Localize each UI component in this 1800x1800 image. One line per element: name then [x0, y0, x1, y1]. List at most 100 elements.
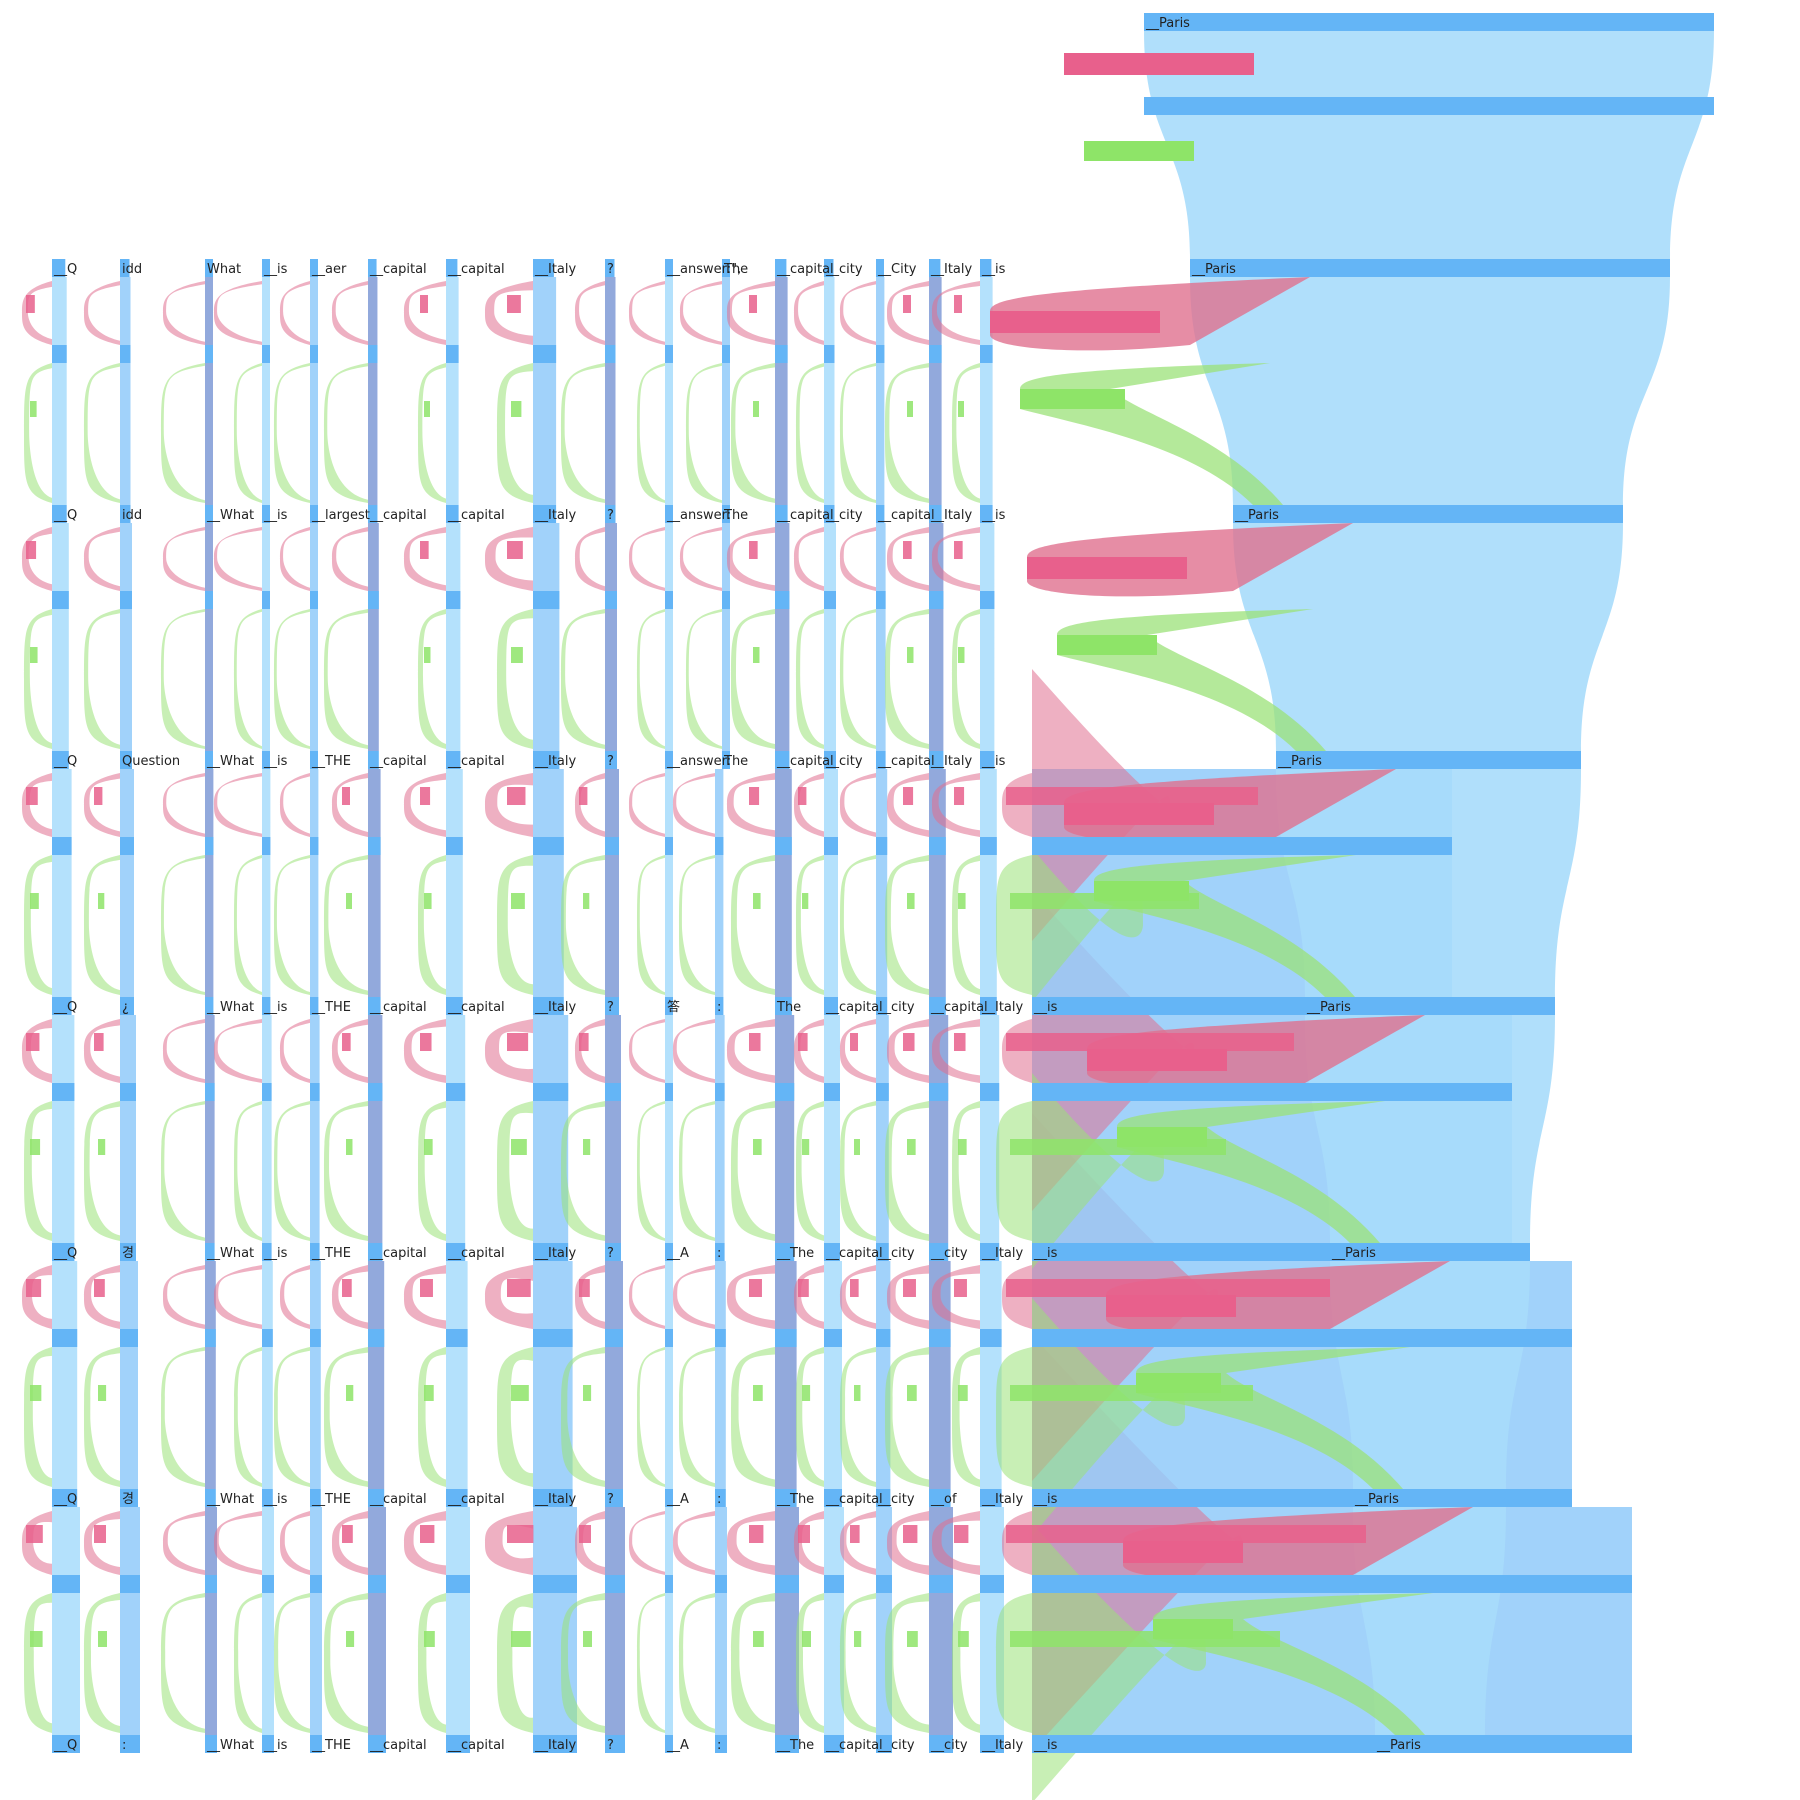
- attention-node: [579, 1033, 589, 1051]
- token-bar: [262, 997, 271, 1015]
- token-bar: [205, 751, 213, 769]
- residual-flow: [605, 1015, 621, 1243]
- token-bar: [722, 259, 730, 277]
- token-label: __Italy: [981, 1738, 1024, 1753]
- mlp-flow: [637, 1593, 665, 1733]
- residual-flow: [775, 769, 792, 997]
- attention-node: [903, 1279, 916, 1297]
- token-label: __is: [263, 262, 288, 277]
- residual-flow: [929, 277, 942, 505]
- residual-flow: [824, 1261, 842, 1489]
- residual-flow: [120, 1015, 136, 1243]
- token-label: __A: [666, 1492, 689, 1507]
- mlp-flow: [161, 609, 205, 749]
- attention-flow: [932, 281, 980, 345]
- mlp-flow: [637, 1101, 665, 1241]
- token-label: __capital: [877, 508, 935, 523]
- attention-flow: [932, 1511, 980, 1575]
- mlp-flow: [637, 855, 665, 995]
- mlp-flow: [497, 1593, 533, 1733]
- token-bar: [605, 505, 616, 523]
- token-label: __is: [1033, 1492, 1058, 1507]
- mlp-node: [1020, 389, 1125, 409]
- mlp-node: [346, 1631, 355, 1647]
- mlp-flow: [418, 1347, 446, 1487]
- residual-node: [980, 1083, 1000, 1101]
- token-bar: [715, 1735, 727, 1753]
- residual-node: [52, 1329, 78, 1347]
- token-bar: [876, 1489, 891, 1507]
- token-label: __capital: [447, 1000, 505, 1015]
- token-label: __capital: [369, 1000, 427, 1015]
- mlp-node: [753, 1139, 762, 1155]
- mlp-flow: [840, 1101, 876, 1241]
- output-token-label: __Paris: [1145, 16, 1190, 31]
- residual-node: [775, 837, 792, 855]
- mlp-node: [346, 893, 352, 909]
- residual-node: [824, 1329, 842, 1347]
- mlp-flow: [24, 855, 52, 995]
- residual-flow: [368, 1261, 385, 1489]
- residual-node: [368, 591, 379, 609]
- token-bar: [368, 751, 379, 769]
- residual-node: [368, 1329, 385, 1347]
- attention-node: [1064, 803, 1214, 825]
- token-label: __Paris: [1306, 1000, 1351, 1015]
- token-label: __Paris: [1234, 508, 1279, 523]
- attention-flow: [840, 281, 876, 345]
- attention-flow: [280, 281, 310, 345]
- attention-flow: [794, 281, 824, 345]
- token-bar: [605, 1735, 625, 1753]
- token-label: 경: [122, 1246, 134, 1261]
- token-bar: [980, 259, 992, 277]
- residual-flow: [824, 523, 836, 751]
- token-bar: [715, 1243, 725, 1261]
- attention-flow: [485, 773, 533, 837]
- residual-flow: [120, 1261, 138, 1489]
- token-bar: [980, 1735, 1004, 1753]
- token-bar: [52, 259, 66, 277]
- attention-flow: [575, 527, 605, 591]
- residual-node: [120, 591, 132, 609]
- residual-node: [876, 1575, 892, 1593]
- mlp-flow: [234, 1593, 262, 1733]
- residual-flow: [310, 1507, 322, 1735]
- mlp-flow: [840, 1347, 876, 1487]
- attention-node: [954, 1279, 967, 1297]
- mlp-flow: [234, 609, 262, 749]
- attention-node: [1006, 787, 1258, 805]
- residual-node: [715, 837, 724, 855]
- mlp-node: [1117, 1127, 1207, 1147]
- token-label: __Italy: [981, 1246, 1024, 1261]
- token-label: __Italy: [981, 1492, 1024, 1507]
- residual-flow: [310, 769, 319, 997]
- residual-node: [605, 1575, 625, 1593]
- mlp-flow: [234, 855, 262, 995]
- mlp-flow: [885, 1101, 929, 1241]
- token-label: __THE: [311, 1246, 351, 1261]
- mlp-flow: [497, 855, 533, 995]
- token-label: __capital: [369, 754, 427, 769]
- residual-flow: [929, 769, 946, 997]
- residual-node: [120, 1575, 140, 1593]
- mlp-node: [511, 647, 523, 663]
- token-bar: [775, 1735, 799, 1753]
- token-label: __of: [930, 1492, 957, 1507]
- token-bar: [205, 259, 213, 277]
- mlp-flow: [497, 1101, 533, 1241]
- mlp-node: [1010, 1631, 1280, 1647]
- residual-flow: [605, 523, 617, 751]
- token-label: __THE: [311, 754, 351, 769]
- token-bar: [605, 1489, 623, 1507]
- mlp-flow: [234, 1101, 262, 1241]
- residual-node: [446, 1575, 470, 1593]
- residual-node: [1032, 837, 1452, 855]
- attention-flow: [214, 1019, 262, 1083]
- residual-node: [929, 1329, 951, 1347]
- mlp-node: [802, 893, 809, 909]
- token-bar: [52, 997, 72, 1015]
- token-bar: [205, 1735, 217, 1753]
- token-bar: [876, 1735, 892, 1753]
- residual-node: [368, 837, 381, 855]
- mlp-flow: [952, 855, 980, 995]
